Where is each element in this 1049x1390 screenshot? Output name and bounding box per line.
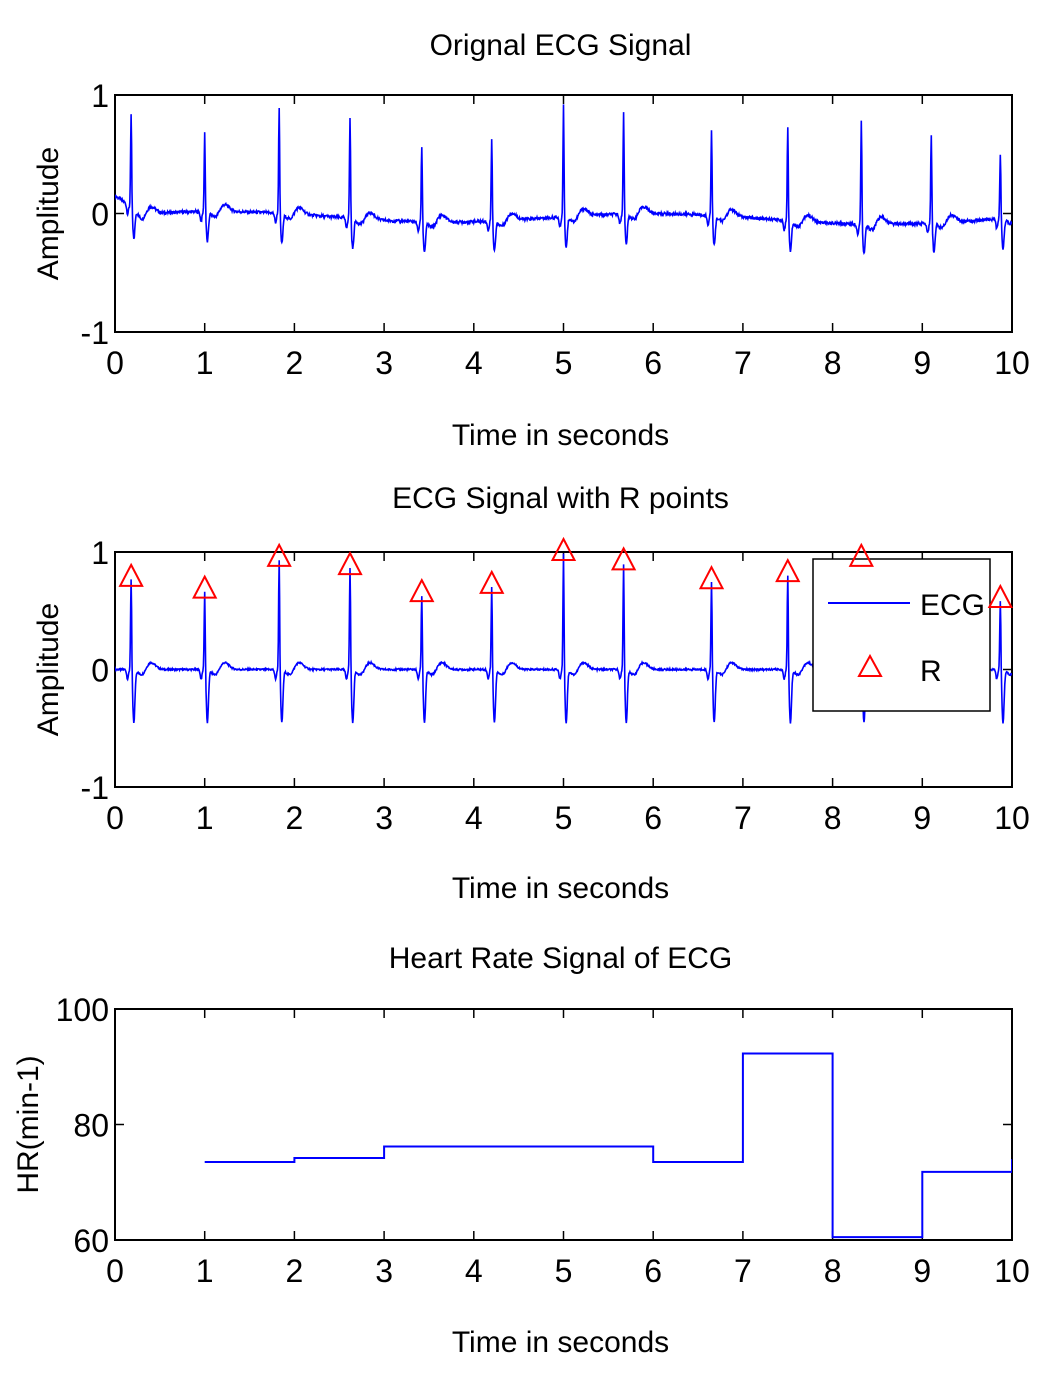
x-tick-label: 0 <box>106 345 124 381</box>
y-tick-label: -1 <box>81 770 109 806</box>
chart-title: Heart Rate Signal of ECG <box>389 942 733 975</box>
x-tick-label: 1 <box>196 345 214 381</box>
r-point-marker <box>118 562 144 587</box>
x-tick-label: 4 <box>465 800 483 836</box>
x-tick-label: 9 <box>913 345 931 381</box>
x-tick-label: 7 <box>734 800 752 836</box>
y-tick-label: 1 <box>91 78 109 114</box>
r-point-marker <box>479 569 505 594</box>
x-tick-label: 5 <box>555 800 573 836</box>
x-axis-label: Time in seconds <box>452 872 669 905</box>
x-tick-label: 1 <box>196 800 214 836</box>
x-tick-label: 5 <box>555 345 573 381</box>
x-axis-label: Time in seconds <box>452 1326 669 1359</box>
r-point-marker <box>192 574 218 599</box>
x-tick-label: 0 <box>106 1253 124 1289</box>
x-tick-label: 2 <box>286 800 304 836</box>
x-tick-label: 8 <box>824 345 842 381</box>
y-tick-label: 0 <box>91 653 109 689</box>
r-point-marker <box>848 542 874 567</box>
x-axis-label: Time in seconds <box>452 419 669 452</box>
legend-r-label: R <box>920 655 942 688</box>
r-point-marker <box>610 546 637 571</box>
r-point-marker <box>550 536 577 561</box>
r-point-marker <box>987 583 1013 608</box>
y-axis-label: HR(min-1) <box>12 1055 45 1193</box>
legend-ecg-label: ECG <box>920 589 985 622</box>
r-point-marker <box>409 577 435 603</box>
x-tick-label: 4 <box>465 345 483 381</box>
x-tick-label: 9 <box>913 1253 931 1289</box>
x-tick-label: 6 <box>644 1253 662 1289</box>
r-point-marker <box>698 565 725 590</box>
r-point-marker <box>266 542 292 567</box>
x-tick-label: 10 <box>994 800 1030 836</box>
heart-rate-line <box>204 1052 1012 1239</box>
x-tick-label: 5 <box>555 1253 573 1289</box>
y-axis-label: Amplitude <box>32 147 65 280</box>
legend-box <box>812 558 991 712</box>
y-axis-label: Amplitude <box>32 603 65 736</box>
x-tick-label: 8 <box>824 800 842 836</box>
y-tick-label: 100 <box>56 992 109 1028</box>
x-tick-label: 8 <box>824 1253 842 1289</box>
x-tick-label: 2 <box>286 1253 304 1289</box>
y-tick-label: 1 <box>91 535 109 571</box>
y-tick-label: 0 <box>91 197 109 233</box>
heart-rate-chart: 0 1 2 3 4 5 6 7 8 9 10 60 80 100 Heart Rate Signal of … <box>12 942 1030 1359</box>
x-tick-label: 0 <box>106 800 124 836</box>
x-tick-label: 6 <box>644 800 662 836</box>
x-tick-label: 7 <box>734 1253 752 1289</box>
x-tick-label: 9 <box>913 800 931 836</box>
x-tick-label: 3 <box>375 345 393 381</box>
x-tick-label: 10 <box>994 1253 1030 1289</box>
x-tick-label: 2 <box>286 345 304 381</box>
x-tick-label: 4 <box>465 1253 483 1289</box>
x-tick-label: 10 <box>994 345 1030 381</box>
y-tick-label: 60 <box>73 1223 109 1259</box>
r-point-marker <box>337 550 363 576</box>
x-tick-label: 1 <box>196 1253 214 1289</box>
r-point-marker <box>775 557 801 583</box>
x-tick-label: 6 <box>644 345 662 381</box>
x-tick-label: 3 <box>375 800 393 836</box>
chart-title: ECG Signal with R points <box>392 482 729 515</box>
x-tick-label: 7 <box>734 345 752 381</box>
ecg-series-line <box>115 104 1012 256</box>
y-tick-label: 80 <box>73 1108 109 1144</box>
plot-frame <box>114 1008 1013 1241</box>
x-tick-label: 3 <box>375 1253 393 1289</box>
y-tick-label: -1 <box>81 315 109 351</box>
legend-r-swatch <box>857 653 883 677</box>
chart-title: Orignal ECG Signal <box>430 29 692 62</box>
